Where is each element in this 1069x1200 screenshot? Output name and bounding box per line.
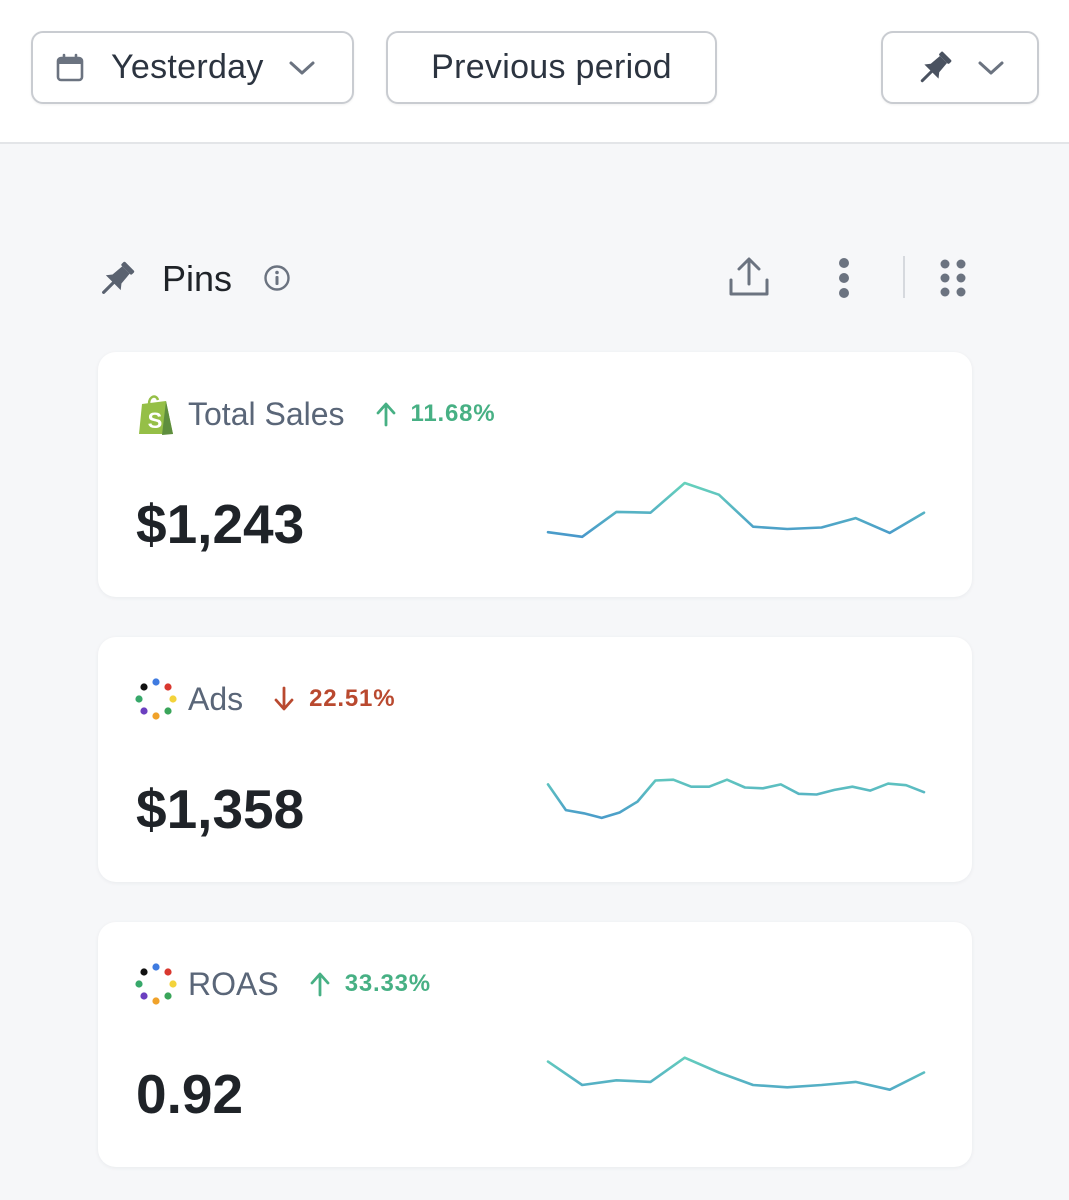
sparkline-chart bbox=[546, 481, 926, 539]
chevron-down-icon bbox=[289, 61, 315, 74]
header-divider bbox=[903, 256, 905, 298]
metric-name: ROAS bbox=[188, 965, 279, 1002]
more-vertical-icon[interactable] bbox=[834, 256, 854, 300]
top-toolbar: Yesterday Previous period bbox=[0, 0, 1069, 144]
sparkline-series bbox=[546, 481, 926, 539]
trend-indicator: 22.51% bbox=[273, 685, 395, 713]
ads-dots-icon bbox=[134, 962, 178, 1006]
trend-percent: 33.33% bbox=[344, 970, 431, 997]
trend-indicator: 11.68% bbox=[375, 400, 496, 428]
svg-text:S: S bbox=[148, 408, 163, 433]
sparkline-series bbox=[546, 778, 926, 820]
sparkline-chart bbox=[546, 778, 926, 820]
sparkline-series bbox=[546, 1056, 926, 1092]
arrow-up-icon bbox=[376, 402, 395, 427]
metric-value: $1,243 bbox=[136, 493, 305, 555]
trend-percent: 11.68% bbox=[410, 400, 496, 427]
calendar-icon bbox=[56, 53, 84, 81]
arrow-down-icon bbox=[274, 686, 294, 711]
trend-percent: 22.51% bbox=[309, 685, 396, 712]
info-icon[interactable] bbox=[263, 264, 291, 292]
date-range-label: Yesterday bbox=[111, 48, 264, 86]
sparkline-chart bbox=[546, 1056, 926, 1092]
pin-icon bbox=[920, 51, 952, 82]
trend-indicator: 33.33% bbox=[309, 970, 431, 998]
shopify-icon: S bbox=[134, 392, 178, 436]
pin-icon bbox=[102, 261, 135, 294]
metric-card-total-sales[interactable]: S Total Sales 11.68% $1,243 bbox=[98, 352, 972, 597]
metric-card-roas[interactable]: ROAS 33.33% 0.92 bbox=[98, 922, 972, 1167]
compare-period-button[interactable]: Previous period bbox=[386, 31, 717, 104]
compare-period-label: Previous period bbox=[431, 48, 672, 86]
metric-value: $1,358 bbox=[136, 778, 305, 840]
date-range-dropdown[interactable]: Yesterday bbox=[31, 31, 354, 104]
metric-name: Total Sales bbox=[188, 395, 345, 432]
arrow-up-icon bbox=[310, 972, 330, 997]
share-icon[interactable] bbox=[726, 254, 772, 300]
metric-value: 0.92 bbox=[136, 1063, 244, 1125]
pin-menu-dropdown[interactable] bbox=[881, 31, 1039, 104]
drag-grid-icon[interactable] bbox=[938, 258, 968, 298]
pins-section-header: Pins bbox=[96, 252, 972, 304]
chevron-down-icon bbox=[978, 61, 1004, 74]
ads-dots-icon bbox=[134, 677, 178, 721]
metric-card-ads[interactable]: Ads 22.51% $1,358 bbox=[98, 637, 972, 882]
section-title: Pins bbox=[162, 258, 233, 299]
metric-name: Ads bbox=[188, 680, 244, 717]
